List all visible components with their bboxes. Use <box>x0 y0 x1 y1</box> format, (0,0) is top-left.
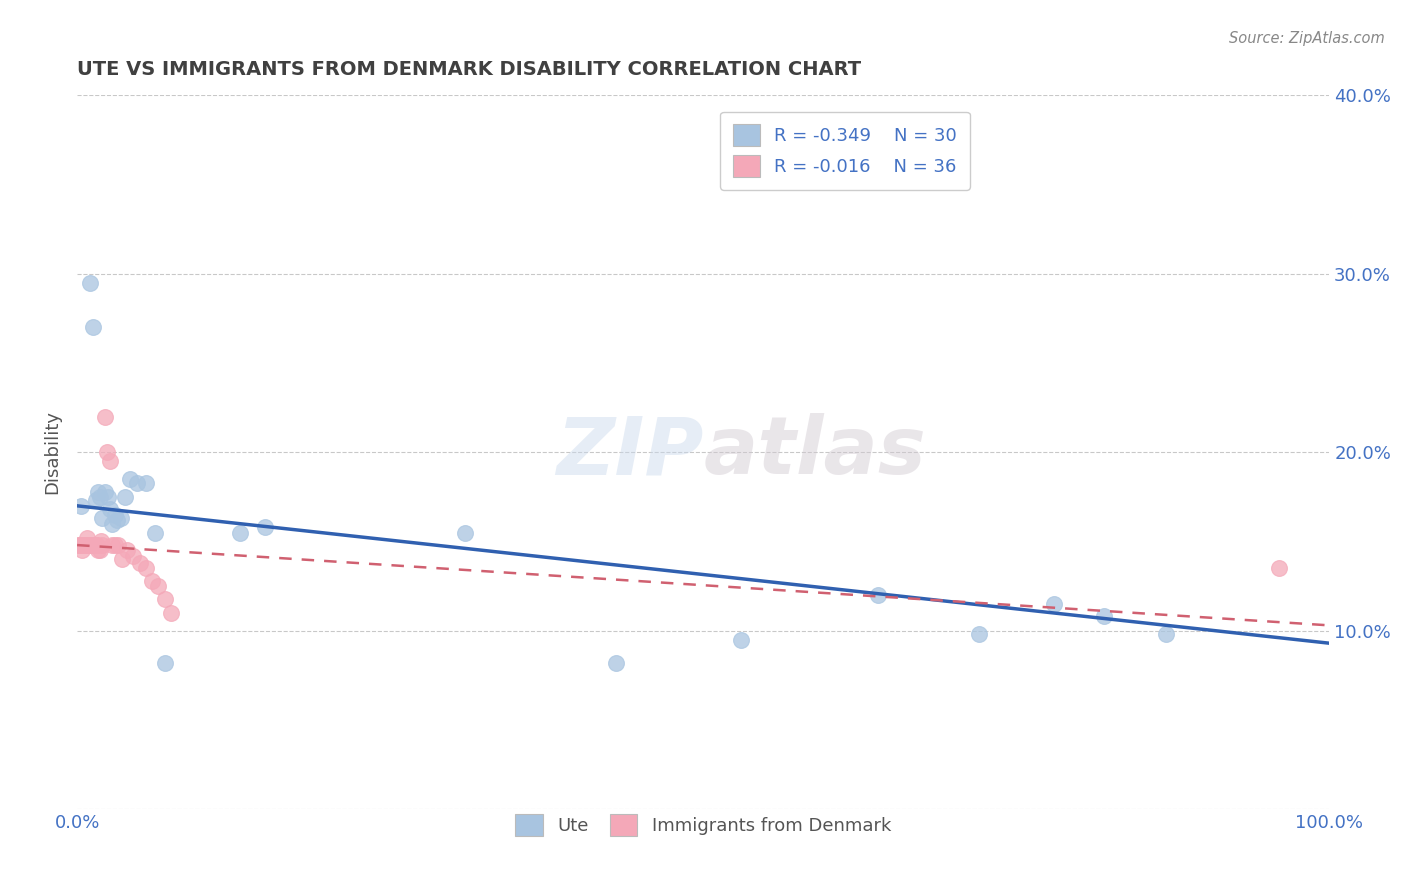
Point <box>122 549 145 563</box>
Text: Source: ZipAtlas.com: Source: ZipAtlas.com <box>1229 31 1385 46</box>
Point <box>69 538 91 552</box>
Point <box>89 543 111 558</box>
Point <box>82 538 104 552</box>
Text: ZIP: ZIP <box>555 413 703 491</box>
Point <box>135 561 157 575</box>
Point <box>91 511 114 525</box>
Point <box>110 511 132 525</box>
Point <box>105 513 128 527</box>
Point <box>153 656 176 670</box>
Point <box>111 552 134 566</box>
Point <box>80 538 103 552</box>
Point <box>93 484 115 499</box>
Point <box>153 591 176 606</box>
Point <box>101 538 124 552</box>
Point <box>96 445 118 459</box>
Point <box>141 574 163 588</box>
Point <box>1092 609 1115 624</box>
Y-axis label: Disability: Disability <box>44 410 60 494</box>
Point <box>253 520 276 534</box>
Point <box>87 543 110 558</box>
Point <box>967 627 990 641</box>
Point <box>75 538 97 552</box>
Point <box>115 543 138 558</box>
Point <box>72 538 94 552</box>
Point <box>104 538 127 552</box>
Point <box>128 556 150 570</box>
Point <box>730 632 752 647</box>
Point <box>76 531 98 545</box>
Point <box>82 320 104 334</box>
Point <box>118 472 141 486</box>
Point <box>77 538 100 552</box>
Point <box>84 538 107 552</box>
Point <box>91 538 114 552</box>
Point <box>101 516 124 531</box>
Point <box>89 490 111 504</box>
Point <box>70 538 93 552</box>
Point <box>1268 561 1291 575</box>
Point <box>82 538 104 552</box>
Point <box>73 538 96 552</box>
Point <box>90 534 112 549</box>
Point <box>70 499 93 513</box>
Point <box>97 490 120 504</box>
Point <box>148 579 170 593</box>
Point <box>79 276 101 290</box>
Point <box>98 502 121 516</box>
Point <box>454 525 477 540</box>
Point <box>87 484 110 499</box>
Point <box>143 525 166 540</box>
Point <box>127 475 149 490</box>
Point <box>79 538 101 552</box>
Point <box>98 454 121 468</box>
Point <box>1156 627 1178 641</box>
Point <box>605 656 627 670</box>
Point <box>84 493 107 508</box>
Point <box>229 525 252 540</box>
Text: atlas: atlas <box>703 413 927 491</box>
Point <box>107 538 129 552</box>
Legend: Ute, Immigrants from Denmark: Ute, Immigrants from Denmark <box>508 806 898 843</box>
Point <box>135 475 157 490</box>
Point <box>160 606 183 620</box>
Point <box>868 588 890 602</box>
Point <box>67 538 90 552</box>
Point <box>1042 597 1064 611</box>
Point <box>70 543 93 558</box>
Point <box>83 538 105 552</box>
Point <box>93 409 115 424</box>
Point <box>114 490 136 504</box>
Text: UTE VS IMMIGRANTS FROM DENMARK DISABILITY CORRELATION CHART: UTE VS IMMIGRANTS FROM DENMARK DISABILIT… <box>77 60 862 78</box>
Point <box>86 538 108 552</box>
Point <box>104 508 127 522</box>
